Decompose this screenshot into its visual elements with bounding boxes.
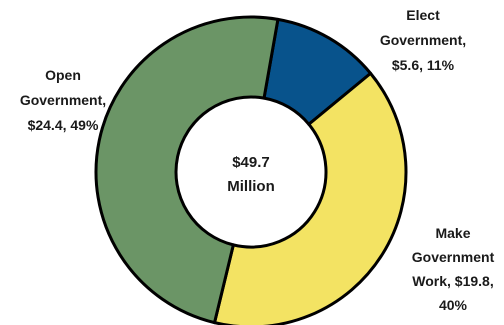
slice-label-line: Make <box>435 225 470 241</box>
slice-label-line: $24.4, 49% <box>28 117 99 133</box>
slice-label-line: Open <box>45 67 81 83</box>
slice-label-line: Government <box>412 249 495 265</box>
slice-label-line: Government, <box>380 32 466 48</box>
slice-open-government <box>94 15 280 325</box>
slices-layer <box>94 15 408 325</box>
center-label: $49.7 Million <box>227 154 275 195</box>
slice-label-elect-government: Elect Government, $5.6, 11% <box>380 7 466 73</box>
slice-label-line: Elect <box>406 7 440 23</box>
slice-label-open-government: Open Government, $24.4, 49% <box>20 67 106 133</box>
slice-label-make-government-work: Make Government Work, $19.8, 40% <box>412 225 495 313</box>
slice-label-line: Work, $19.8, <box>412 273 493 289</box>
slice-label-line: 40% <box>439 297 468 313</box>
slice-label-line: Government, <box>20 92 106 108</box>
slice-label-line: $5.6, 11% <box>392 57 455 73</box>
center-label-unit: Million <box>227 178 275 195</box>
slice-make-government-work <box>213 71 408 325</box>
center-label-amount: $49.7 <box>232 154 270 171</box>
